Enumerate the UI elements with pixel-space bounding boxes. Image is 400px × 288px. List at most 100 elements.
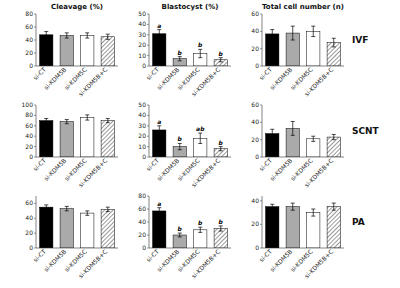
y-tick-label: 80 [25, 111, 33, 118]
error-cap [198, 49, 202, 50]
y-tick-label: 20 [25, 143, 33, 150]
x-axis [36, 66, 118, 67]
panel: abbb020406080si-CTsi-KDM5Bsi-KDM5Csi-KDM… [138, 192, 231, 279]
x-axis [149, 248, 231, 249]
error-line [200, 227, 201, 232]
error-cap [311, 216, 315, 217]
x-axis [149, 157, 231, 158]
panel: 02040si-CTsi-KDM5Bsi-KDM5Csi-KDM5B+CPA [251, 196, 364, 279]
error-bar [157, 126, 161, 134]
panel: 0204060si-CTsi-KDM5Bsi-KDM5Csi-KDM5B+CTo… [251, 3, 368, 97]
panel-title: Cleavage (%) [51, 3, 103, 11]
y-tick [34, 248, 36, 249]
error-bar [157, 30, 161, 38]
y-tick [147, 34, 149, 35]
x-axis [36, 248, 118, 249]
error-cap [65, 32, 69, 33]
error-cap [106, 211, 110, 212]
error-bar [178, 143, 182, 149]
error-bar [65, 120, 69, 124]
error-bar [332, 203, 336, 210]
error-cap [85, 38, 89, 39]
y-tick [34, 136, 36, 137]
y-tick [147, 248, 149, 249]
error-cap [157, 214, 161, 215]
error-line [46, 119, 47, 123]
error-bar [311, 209, 315, 216]
figure: 020406080si-CTsi-KDM5Bsi-KDM5Csi-KDM5B+C… [0, 0, 400, 288]
error-cap [332, 210, 336, 211]
bar [153, 211, 166, 248]
y-tick-label: 30 [138, 122, 146, 129]
y-axis [149, 105, 150, 157]
error-cap [332, 139, 336, 140]
error-bar [311, 136, 315, 141]
y-tick-label: 60 [25, 199, 33, 206]
y-tick [34, 233, 36, 234]
annotation: b [198, 219, 203, 226]
error-line [200, 133, 201, 143]
error-cap [44, 38, 48, 39]
bar [307, 139, 320, 157]
error-bar [270, 30, 274, 39]
bar [307, 213, 320, 248]
y-tick [34, 40, 36, 41]
error-bar [219, 226, 223, 231]
bar [286, 207, 299, 248]
error-cap [65, 38, 69, 39]
error-line [220, 226, 221, 231]
error-line [200, 49, 201, 57]
y-tick [260, 224, 262, 225]
bars [153, 208, 228, 248]
y-tick-label: 20 [251, 45, 259, 52]
x-tick-label: si-CT [145, 66, 161, 82]
annotation: b [219, 50, 224, 57]
y-tick [260, 157, 262, 158]
error-cap [219, 61, 223, 62]
error-cap [85, 114, 89, 115]
error-line [313, 209, 314, 216]
y-tick [34, 115, 36, 116]
error-line [179, 57, 180, 61]
error-line [107, 207, 108, 211]
panel: 0204060si-CTsi-KDM5Bsi-KDM5Csi-KDM5B+CSC… [251, 101, 379, 188]
y-tick-label: 60 [25, 122, 33, 129]
error-cap [178, 149, 182, 150]
x-tick-label: si-KDM5B+C [77, 248, 109, 280]
y-tick-label: 40 [251, 27, 259, 34]
x-tick-label: si-KDM5B+C [303, 248, 335, 280]
y-tick-label: 30 [138, 31, 146, 38]
error-bar [270, 129, 274, 138]
panel-title: Blastocyst (%) [162, 3, 219, 11]
panel-title: Total cell number (n) [262, 3, 344, 11]
annotation: ab [196, 125, 205, 132]
y-tick-label: 0 [29, 153, 33, 160]
error-line [87, 211, 88, 215]
y-tick [260, 105, 262, 106]
panel: abbb01020304050si-CTsi-KDM5Bsi-KDM5Csi-K… [138, 3, 231, 97]
y-tick [260, 14, 262, 15]
error-cap [291, 203, 295, 204]
error-cap [44, 209, 48, 210]
error-bar [332, 38, 336, 47]
y-tick [147, 24, 149, 25]
error-cap [270, 129, 274, 130]
error-cap [198, 227, 202, 228]
panel: 0204060si-CTsi-KDM5Bsi-KDM5Csi-KDM5B+C [25, 196, 118, 279]
x-tick-label: si-CT [32, 157, 48, 173]
error-line [66, 206, 67, 210]
x-tick-label: si-KDM5B+C [190, 66, 222, 98]
error-cap [106, 122, 110, 123]
error-bar [332, 134, 336, 139]
y-tick [147, 45, 149, 46]
bars [266, 26, 341, 66]
y-axis [36, 196, 37, 248]
error-line [292, 121, 293, 135]
error-cap [311, 141, 315, 142]
y-tick [260, 66, 262, 67]
y-tick-label: 40 [138, 111, 146, 118]
x-axis [262, 66, 344, 67]
error-bar [85, 33, 89, 38]
x-tick-label: si-CT [145, 157, 161, 173]
y-tick [147, 55, 149, 56]
